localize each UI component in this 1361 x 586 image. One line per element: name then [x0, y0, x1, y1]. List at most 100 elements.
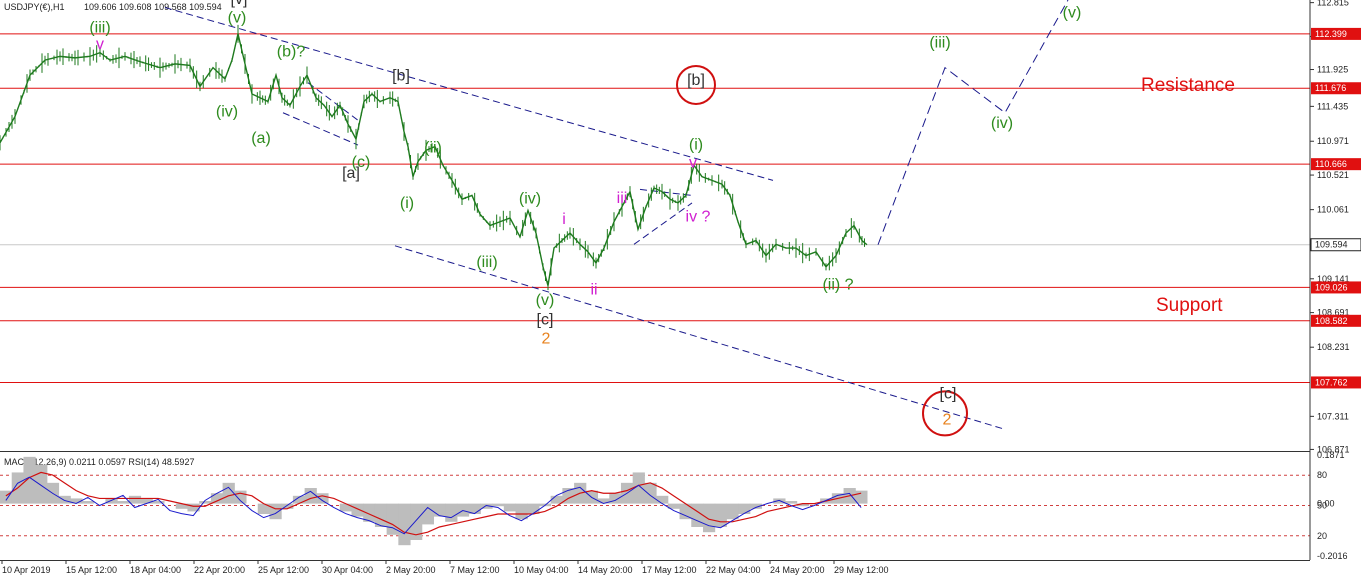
level-price-label: 109.026 — [1315, 282, 1348, 292]
macd-histogram-bar — [152, 501, 165, 504]
wave-label: 2 — [943, 412, 952, 429]
macd-histogram-bar — [292, 495, 306, 504]
time-tick-label: 10 May 04:00 — [514, 565, 569, 575]
wave-label: 2 — [542, 331, 551, 348]
wave-label: (i) — [689, 137, 703, 154]
trendline — [633, 202, 693, 245]
time-tick-label: 7 May 12:00 — [450, 565, 500, 575]
level-price-tag — [1311, 27, 1361, 40]
level-price-label: 108.582 — [1315, 316, 1348, 326]
macd-histogram-bar — [796, 503, 809, 507]
macd-histogram-bar — [269, 503, 282, 520]
price-tick-label: 108.231 — [1317, 342, 1350, 352]
price-tick-label: 111.435 — [1317, 101, 1348, 111]
wave-label: v — [689, 155, 697, 172]
macd-histogram-bar — [140, 498, 153, 504]
time-tick-label: 22 May 04:00 — [706, 565, 761, 575]
rsi-line — [5, 476, 862, 535]
macd-histogram-bar — [468, 503, 481, 515]
level-price-label: 107.762 — [1315, 377, 1348, 387]
macd-histogram-bar — [70, 498, 83, 504]
wave-label: (v) — [228, 10, 247, 27]
wave-label: ii — [590, 282, 597, 299]
chart-ohlc: 109.606 109.608 109.568 109.594 — [84, 2, 222, 12]
wave-label: [c] — [537, 312, 554, 329]
macd-histogram-bar — [855, 490, 868, 504]
macd-histogram-bar — [82, 501, 95, 504]
indicator-label: MACD(12,26,9) 0.0211 0.0597 RSI(14) 48.5… — [4, 457, 194, 467]
wave-label: (ii) — [424, 140, 442, 157]
macd-histogram-bar — [23, 456, 36, 504]
time-tick-label: 24 May 20:00 — [770, 565, 825, 575]
wave-label: (iv) — [519, 191, 541, 208]
price-tick-label: 110.521 — [1317, 170, 1349, 180]
time-tick-label: 14 May 20:00 — [578, 565, 633, 575]
macd-histogram-bar — [527, 503, 540, 515]
resistance-label: Resistance — [1141, 75, 1235, 96]
macd-histogram-bar — [667, 503, 681, 509]
projection-line — [877, 0, 1069, 245]
macd-histogram-bar — [281, 503, 294, 509]
macd-histogram-bar — [656, 495, 669, 504]
macd-histogram-bar — [351, 503, 364, 517]
indicator-scale-label: 20 — [1317, 531, 1327, 541]
macd-histogram-bar — [738, 503, 751, 515]
wave-label: (i) — [400, 195, 414, 212]
wave-label: [c] — [940, 385, 957, 402]
macd-histogram-bar — [784, 501, 798, 504]
wave-label: (a) — [251, 130, 271, 147]
macd-histogram-bar — [702, 503, 716, 533]
wave-label: (v) — [1063, 4, 1082, 21]
price-tick-label: 111.925 — [1317, 65, 1348, 75]
price-tick-label: 106.871 — [1317, 444, 1350, 454]
trendline — [164, 7, 774, 181]
level-price-label: 112.399 — [1315, 29, 1347, 39]
macd-histogram-bar — [480, 503, 493, 509]
level-price-label: 110.666 — [1315, 159, 1347, 169]
macd-histogram-bar — [199, 501, 212, 504]
macd-histogram-bar — [398, 503, 411, 546]
support-label: Support — [1156, 295, 1223, 316]
macd-histogram-bar — [632, 472, 645, 504]
macd-histogram-bar — [691, 503, 704, 528]
wave-label: v — [96, 36, 104, 53]
macd-histogram-bar — [609, 493, 622, 504]
macd-histogram-bar — [445, 503, 458, 522]
macd-histogram-bar — [597, 498, 610, 504]
time-tick-label: 29 May 12:00 — [834, 565, 889, 575]
macd-histogram-bar — [58, 495, 71, 504]
wave-label: (iv) — [216, 104, 238, 121]
macd-histogram-bar — [257, 503, 270, 515]
macd-histogram-bar — [421, 503, 434, 525]
macd-histogram-bar — [363, 503, 376, 522]
time-tick-label: 15 Apr 12:00 — [66, 565, 117, 575]
current-price-label: 109.594 — [1315, 240, 1348, 250]
wave-label: (b)? — [277, 43, 306, 60]
trendline — [394, 245, 1003, 429]
highlight-circle — [676, 64, 716, 105]
time-tick-label: 18 Apr 04:00 — [130, 565, 181, 575]
level-price-tag — [1311, 314, 1361, 327]
macd-histogram-bar — [117, 501, 130, 504]
macd-histogram-bar — [304, 488, 317, 504]
macd-signal-line — [5, 471, 862, 536]
macd-histogram-bar — [210, 493, 224, 504]
wave-label: (iii) — [929, 34, 950, 51]
indicator-scale-label: -0.2016 — [1317, 551, 1348, 561]
macd-histogram-bar — [339, 503, 352, 512]
macd-histogram-bar — [433, 503, 446, 517]
macd-histogram-bar — [128, 495, 142, 504]
price-tick-label: 107.311 — [1317, 411, 1349, 421]
wave-label: iii — [617, 190, 628, 207]
price-tick-label: 109.141 — [1317, 274, 1350, 284]
time-tick-label: 30 Apr 04:00 — [322, 565, 373, 575]
wave-label: [v] — [231, 0, 248, 8]
wave-label: [b] — [392, 67, 410, 84]
level-price-label: 111.676 — [1315, 83, 1346, 93]
wave-labels-layer: [v](iii)v(v)(b)?(iv)(a)[b][b][a](c)(ii)(… — [89, 0, 1081, 429]
macd-histogram-bar — [175, 503, 188, 509]
main-plot-layer — [0, 0, 1310, 437]
